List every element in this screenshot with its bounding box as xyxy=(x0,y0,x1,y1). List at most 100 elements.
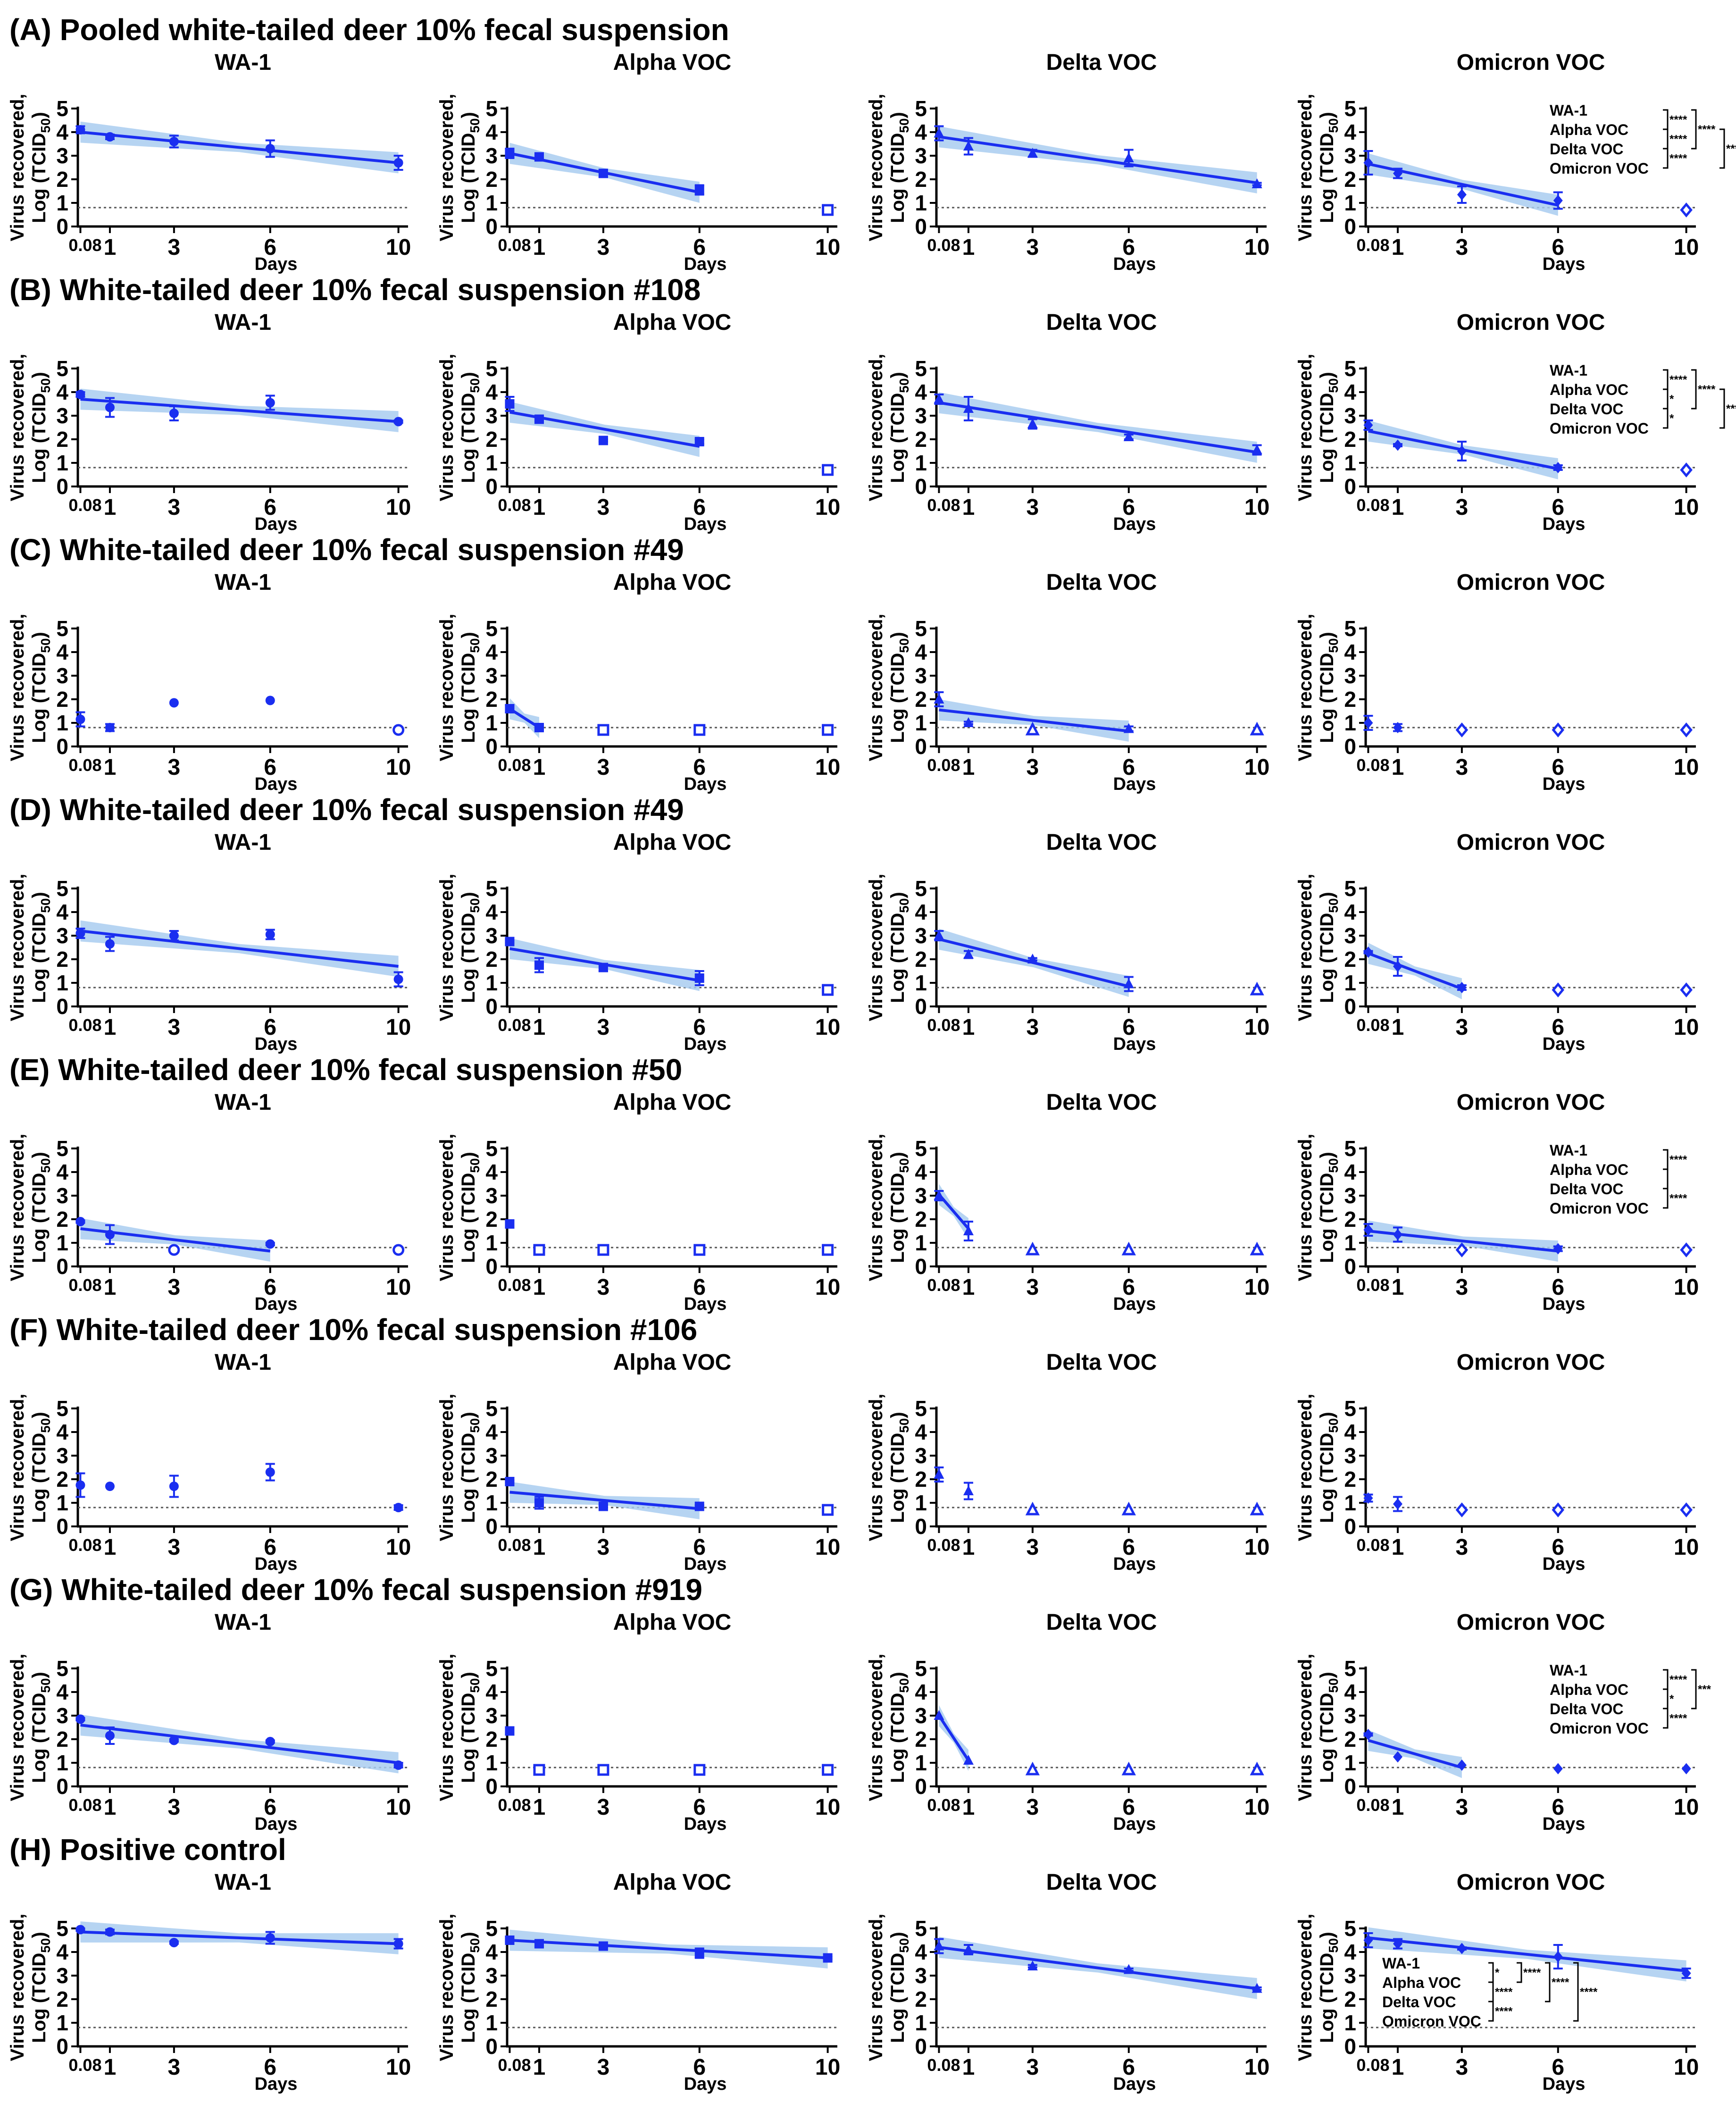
panel-g: (G) White-tailed deer 10% fecal suspensi… xyxy=(7,1573,1711,1834)
y-tick-label: 2 xyxy=(1344,687,1356,712)
significance-bracket xyxy=(1691,109,1697,150)
y-tick-label: 2 xyxy=(915,1207,927,1232)
y-tick-label: 2 xyxy=(56,167,68,192)
y-axis-label-suffix: ) xyxy=(887,112,908,118)
x-axis-label: Days xyxy=(684,774,727,794)
significance-bracket xyxy=(1488,2001,1494,2022)
y-tick-label: 1 xyxy=(485,971,498,995)
y-axis-label-line2: Log (TCID50) xyxy=(458,892,482,1003)
y-tick-label: 2 xyxy=(915,427,927,452)
y-axis-label-line1: Virus recovered, xyxy=(436,874,457,1022)
x-axis-label: Days xyxy=(255,1294,298,1314)
y-tick-label: 5 xyxy=(1344,616,1356,641)
y-axis-label-line1: Virus recovered, xyxy=(866,1914,886,2061)
data-point xyxy=(105,132,115,142)
y-axis-label-subscript: 50 xyxy=(1326,1938,1341,1953)
y-tick-label: 2 xyxy=(915,1727,927,1751)
data-point xyxy=(393,974,403,984)
data-point xyxy=(105,1731,115,1741)
y-axis-label-line1: Virus recovered, xyxy=(436,1914,457,2061)
significance-stars: **** xyxy=(1669,114,1687,126)
y-axis-label-suffix: ) xyxy=(458,892,479,898)
y-tick-label: 4 xyxy=(1344,120,1356,144)
y-axis-label-prefix: Log (TCID xyxy=(458,913,479,1003)
data-point xyxy=(265,144,275,153)
x-tick-label: 10 xyxy=(386,1535,411,1560)
data-point xyxy=(75,1714,85,1724)
data-point xyxy=(169,1735,179,1745)
significance-bracket xyxy=(1663,369,1669,390)
y-axis-label-suffix: ) xyxy=(1317,1932,1337,1938)
data-point xyxy=(1680,202,1693,218)
y-tick-label: 0 xyxy=(485,1254,498,1279)
y-tick-label: 3 xyxy=(1344,403,1356,428)
data-point xyxy=(1123,431,1134,441)
x-axis-label: Days xyxy=(1113,514,1156,534)
x-tick-label: 3 xyxy=(168,1015,181,1040)
data-point xyxy=(105,402,115,412)
x-tick-label: 1 xyxy=(1392,1275,1404,1300)
x-axis-label: Days xyxy=(1113,1554,1156,1574)
y-tick-label: 4 xyxy=(56,640,68,664)
y-axis-label-line1: Virus recovered, xyxy=(7,874,28,1022)
y-tick-label: 2 xyxy=(485,1207,498,1232)
y-axis-label-prefix: Log (TCID xyxy=(458,653,479,743)
legend-label: Omicron VOC xyxy=(1550,1200,1649,1217)
y-axis-label-subscript: 50 xyxy=(38,1678,53,1693)
subplot-title: WA-1 xyxy=(215,570,271,595)
y-tick-label: 1 xyxy=(56,1751,68,1775)
y-tick-label: 3 xyxy=(915,143,927,168)
y-tick-label: 1 xyxy=(1344,2011,1356,2035)
y-axis-label-subscript: 50 xyxy=(1326,378,1341,393)
x-tick-label: 3 xyxy=(1456,2055,1469,2080)
x-tick-label: 3 xyxy=(597,235,610,260)
x-tick-label: 10 xyxy=(1674,1015,1699,1040)
data-point xyxy=(1250,1761,1264,1776)
legend-label: Omicron VOC xyxy=(1550,1720,1649,1737)
y-axis-label-line1: Virus recovered, xyxy=(866,614,886,762)
significance-bracket xyxy=(1663,1708,1669,1729)
significance-stars: * xyxy=(1495,1967,1500,1979)
data-point xyxy=(265,398,275,408)
y-axis-label-prefix: Log (TCID xyxy=(887,1433,908,1523)
significance-bracket xyxy=(1663,408,1669,429)
data-point xyxy=(1680,722,1693,737)
data-point xyxy=(1553,1763,1563,1775)
x-tick-label: 1 xyxy=(1392,755,1404,780)
y-tick-label: 5 xyxy=(1344,876,1356,901)
x-tick-label: 1 xyxy=(104,1015,117,1040)
significance-bracket xyxy=(1691,1669,1697,1709)
x-axis-label: Days xyxy=(684,1814,727,1834)
data-point xyxy=(822,204,834,216)
x-tick-label: 3 xyxy=(1027,235,1039,260)
legend-label: Alpha VOC xyxy=(1550,381,1628,398)
x-tick-label: 0.08 xyxy=(927,1015,960,1035)
y-tick-label: 1 xyxy=(1344,971,1356,995)
significance-stars: **** xyxy=(1698,123,1716,136)
data-point xyxy=(1363,1729,1373,1740)
x-tick-label: 3 xyxy=(597,755,610,780)
x-tick-label: 3 xyxy=(168,1275,181,1300)
regression-line xyxy=(938,401,1258,454)
y-tick-label: 0 xyxy=(1344,214,1356,239)
data-point xyxy=(1680,982,1693,997)
y-tick-label: 3 xyxy=(485,663,498,688)
x-tick-label: 10 xyxy=(815,1535,840,1560)
x-tick-label: 6 xyxy=(693,755,706,780)
x-tick-label: 6 xyxy=(693,1535,706,1560)
x-tick-label: 3 xyxy=(597,1015,610,1040)
y-tick-label: 2 xyxy=(1344,1467,1356,1491)
x-tick-label: 10 xyxy=(386,2055,411,2080)
data-point xyxy=(505,704,515,713)
y-axis-label-line2: Log (TCID50) xyxy=(887,1152,911,1263)
x-tick-label: 0.08 xyxy=(68,1015,101,1035)
y-axis-label-line2: Log (TCID50) xyxy=(1317,1932,1341,2043)
x-axis-label: Days xyxy=(1113,1294,1156,1314)
y-tick-label: 4 xyxy=(915,1160,927,1184)
data-point xyxy=(1457,982,1467,993)
data-point xyxy=(105,1927,115,1937)
data-point xyxy=(1252,444,1262,454)
y-axis-label: Virus recovered,Log (TCID50) xyxy=(7,94,53,242)
